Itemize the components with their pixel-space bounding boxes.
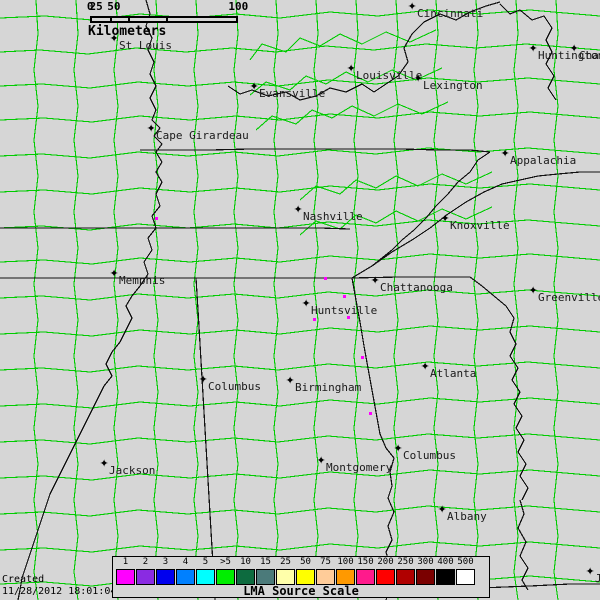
legend-swatch[interactable] (256, 569, 275, 585)
scale-tick-label: 25 (89, 0, 103, 13)
legend-swatch[interactable] (276, 569, 295, 585)
lma-source-scale-legend[interactable]: 1 2 3 4 5 >5 10 15 25 50 75 100 150 200 250 300 400 500 L… (112, 556, 490, 598)
legend-color-swatches (116, 569, 475, 585)
legend-swatch[interactable] (416, 569, 435, 585)
legend-swatch[interactable] (376, 569, 395, 585)
scale-bar-units-label: Kilometers (88, 24, 167, 39)
legend-tick-label: 10 (240, 557, 251, 567)
created-datetime: 11/28/2012 18:01:04 (2, 586, 117, 597)
legend-swatch[interactable] (436, 569, 455, 585)
scale-tick-label: 0 (86, 0, 94, 13)
legend-swatch[interactable] (316, 569, 335, 585)
legend-tick-label: 4 (182, 557, 189, 567)
legend-tick-labels: 1 2 3 4 5 >5 10 15 25 50 75 100 150 200 250 300 400 500 (113, 557, 489, 569)
legend-swatch[interactable] (396, 569, 415, 585)
legend-swatch[interactable] (136, 569, 155, 585)
legend-tick-label: 50 (300, 557, 311, 567)
legend-swatch[interactable] (356, 569, 375, 585)
legend-swatch[interactable] (296, 569, 315, 585)
scale-tick-label: 100 (228, 0, 249, 13)
legend-swatch[interactable] (156, 569, 175, 585)
scale-bar-tick-labels: 0 25 50 100 (86, 0, 249, 14)
legend-swatch[interactable] (196, 569, 215, 585)
created-label: Created (2, 574, 45, 585)
lma-source-point (347, 316, 350, 319)
scale-bar-graphic (90, 16, 238, 23)
legend-tick-label: 400 (437, 557, 454, 567)
lma-source-point (313, 318, 316, 321)
legend-title: LMA Source Scale (243, 584, 359, 598)
lma-source-point (369, 412, 372, 415)
legend-tick-label: 500 (457, 557, 474, 567)
legend-tick-label: 100 (337, 557, 354, 567)
legend-tick-label: 5 (202, 557, 209, 567)
created-timestamp: Created 11/28/2012 18:01:04 (2, 574, 116, 598)
legend-swatch[interactable] (216, 569, 235, 585)
distance-scale-bar: 0 25 50 100 Kilometers (86, 0, 249, 45)
legend-tick-label: 2 (142, 557, 149, 567)
legend-swatch[interactable] (236, 569, 255, 585)
legend-tick-label: >5 (220, 557, 231, 567)
legend-tick-label: 200 (377, 557, 394, 567)
legend-swatch[interactable] (456, 569, 475, 585)
legend-swatch[interactable] (116, 569, 135, 585)
legend-tick-label: 25 (280, 557, 291, 567)
legend-tick-label: 15 (260, 557, 271, 567)
legend-tick-label: 250 (397, 557, 414, 567)
legend-swatch[interactable] (336, 569, 355, 585)
lma-source-point (343, 295, 346, 298)
legend-tick-label: 75 (320, 557, 331, 567)
legend-tick-label: 300 (417, 557, 434, 567)
legend-tick-label: 150 (357, 557, 374, 567)
scale-tick-label: 50 (107, 0, 121, 13)
lma-source-point (361, 356, 364, 359)
lma-source-point (324, 277, 327, 280)
lma-source-point (155, 217, 158, 220)
legend-tick-label: 1 (122, 557, 129, 567)
legend-tick-label: 3 (162, 557, 169, 567)
legend-swatch[interactable] (176, 569, 195, 585)
